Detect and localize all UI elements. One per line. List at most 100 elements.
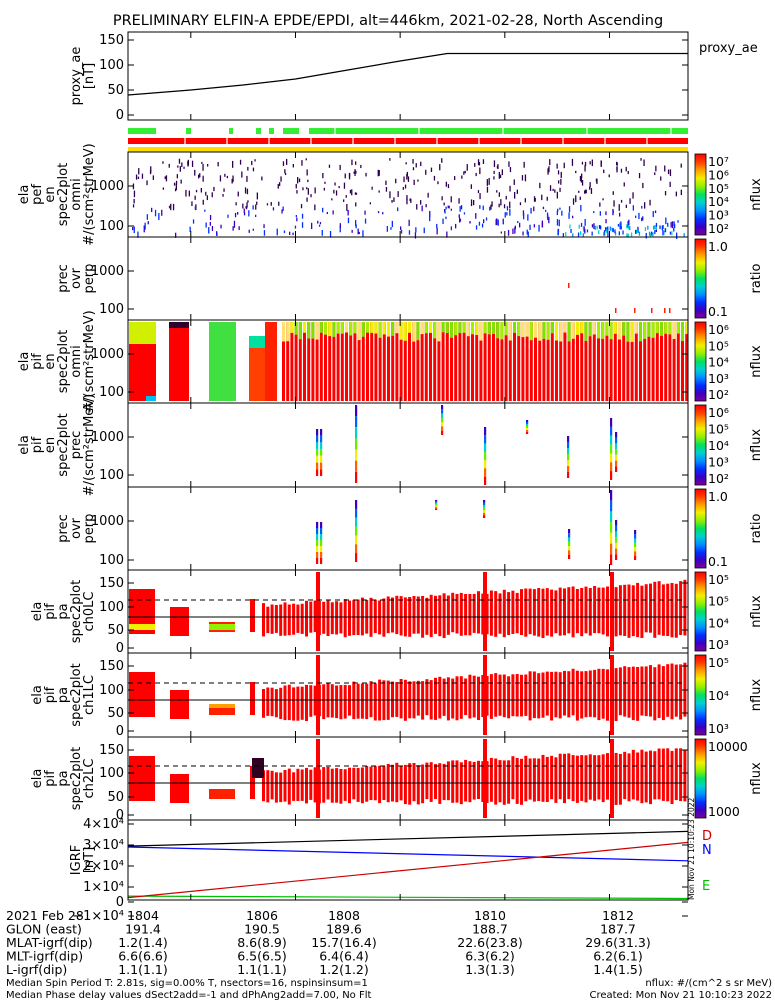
spectrogram-pixel xyxy=(559,187,561,192)
spectrogram-pixel xyxy=(610,226,612,231)
spectrogram-column xyxy=(366,322,369,401)
spectrogram-column xyxy=(169,322,189,401)
panel-frame xyxy=(127,402,689,488)
spectrogram-column xyxy=(631,585,635,637)
spectrogram-column xyxy=(287,604,291,636)
spectrogram-pixel xyxy=(593,223,595,230)
spectrogram-pixel xyxy=(178,158,181,164)
spectrogram-pixel xyxy=(170,203,172,211)
spectrogram-column-top xyxy=(466,322,470,337)
spectrogram-column xyxy=(424,322,428,401)
spectrogram-pixel xyxy=(219,175,222,182)
y-axis-label: pif xyxy=(43,603,58,620)
spectrogram-pixel xyxy=(323,187,325,191)
spectrogram-pixel xyxy=(546,212,549,218)
spectrogram-pixel xyxy=(670,221,672,228)
spectrogram-pixel xyxy=(485,217,488,221)
spectrogram-column xyxy=(459,592,463,636)
spectrogram-burst xyxy=(355,508,358,518)
spectrogram-column xyxy=(674,664,678,717)
spectrogram-column xyxy=(606,753,609,800)
spectrogram-pixel xyxy=(560,178,562,185)
spectrogram-pixel xyxy=(343,182,346,189)
spectrogram-pixel xyxy=(445,181,447,187)
spectrogram-pixel xyxy=(458,198,460,204)
spectrogram-pixel xyxy=(556,163,558,169)
spectrogram-pixel xyxy=(172,203,175,211)
spectrogram-pixel xyxy=(261,176,263,181)
y-axis-label: prec xyxy=(56,264,71,292)
spectrogram-pixel xyxy=(505,195,507,200)
spectrogram-pixel xyxy=(521,175,524,181)
spectrogram-burst xyxy=(615,437,618,444)
spectrogram-block xyxy=(129,756,155,801)
spectrogram-column xyxy=(571,322,575,401)
spectrogram-burst xyxy=(526,424,529,426)
spectrogram-column xyxy=(340,322,344,401)
colorbar xyxy=(694,321,707,402)
spectrogram-pixel xyxy=(500,199,502,206)
spectrogram-column xyxy=(670,583,674,638)
spectrogram-pixel xyxy=(664,165,666,172)
spectrogram-pixel xyxy=(232,160,234,168)
spectrogram-pixel xyxy=(676,232,678,239)
spectrogram-pixel xyxy=(251,160,253,166)
spectrogram-burst xyxy=(610,511,613,523)
spectrogram-column xyxy=(496,322,500,401)
spectrogram-burst xyxy=(615,449,618,455)
spectrogram-column xyxy=(517,322,521,401)
spectrogram-column xyxy=(373,683,377,721)
spectrogram-burst xyxy=(615,554,618,560)
spectrogram-pixel xyxy=(546,196,548,201)
spectrogram-burst xyxy=(320,552,323,558)
spectrogram-column xyxy=(266,606,270,634)
spectrogram-column xyxy=(446,595,450,635)
spectrogram-column xyxy=(529,322,533,401)
spectrogram-column xyxy=(657,581,661,635)
spectrogram-pixel xyxy=(644,227,647,232)
spectrogram-column xyxy=(352,767,356,800)
colorbar-tick-label: 10⁴ xyxy=(708,194,729,209)
y-tick-label: 0 xyxy=(116,808,124,823)
spectrogram-column xyxy=(584,755,588,803)
spectrogram-column xyxy=(613,322,617,401)
spectrogram-pixel xyxy=(427,192,429,198)
spectrogram-pixel xyxy=(635,229,638,234)
spectrogram-pixel xyxy=(618,204,620,211)
spectrogram-column xyxy=(618,753,622,805)
y-axis-label: ela xyxy=(30,769,45,789)
spectrogram-pixel xyxy=(579,196,581,200)
spectrogram-column xyxy=(685,322,689,401)
spectrogram-pixel xyxy=(351,189,353,196)
spectrogram-column-top xyxy=(324,322,327,335)
spectrogram-column xyxy=(298,322,302,401)
spectrogram-column xyxy=(483,655,487,735)
y-tick-label: 1000 xyxy=(91,430,124,445)
spectrogram-pixel xyxy=(548,216,550,224)
y-tick-label: 3×10⁴ xyxy=(83,838,124,853)
spectrogram-pixel xyxy=(292,164,294,168)
spectrogram-pixel xyxy=(306,197,308,202)
spectrogram-column xyxy=(494,758,498,805)
spectrogram-pixel xyxy=(659,225,661,230)
spectrogram-pixel xyxy=(413,179,415,185)
spectrogram-block xyxy=(170,690,189,719)
spectrogram-column xyxy=(446,761,450,801)
spectrogram-pixel xyxy=(607,232,609,237)
spectrogram-column-top xyxy=(458,322,462,333)
spectrogram-pixel xyxy=(360,164,362,169)
colorbar-tick-label: 10³ xyxy=(708,637,729,652)
spectrogram-column xyxy=(454,322,458,401)
y-tick-label: −1×10⁴ xyxy=(72,909,124,924)
spectrogram-column-top xyxy=(340,322,344,334)
spectrogram-column xyxy=(494,591,498,637)
spectrogram-burst xyxy=(634,547,637,552)
spectrogram-column xyxy=(498,674,502,716)
spectrogram-column xyxy=(315,322,319,401)
y-axis-label: prec xyxy=(56,514,71,542)
spectrogram-pixel xyxy=(477,190,480,194)
spectrogram-column-top xyxy=(286,322,290,342)
spectrogram-column xyxy=(335,601,339,635)
spectrogram-column-top xyxy=(618,322,621,340)
spectrogram-column xyxy=(369,681,373,718)
